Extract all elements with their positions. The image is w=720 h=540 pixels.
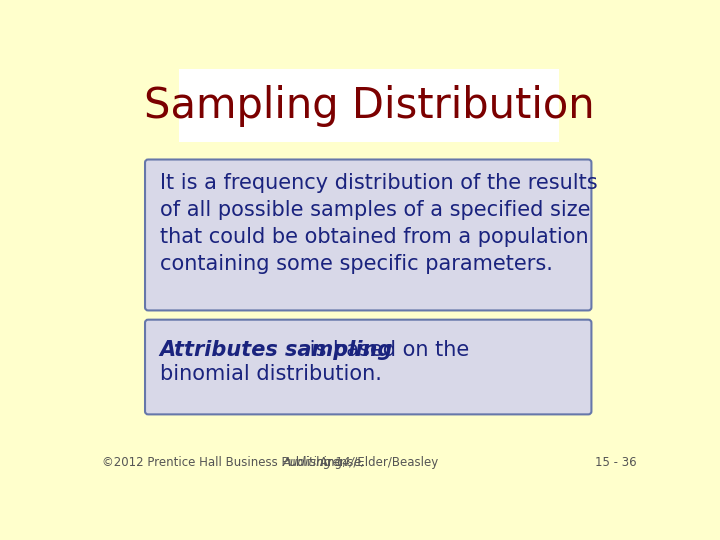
Text: is based on the: is based on the (303, 340, 469, 360)
Text: Sampling Distribution: Sampling Distribution (144, 85, 594, 126)
Text: Arens/Elder/Beasley: Arens/Elder/Beasley (316, 456, 438, 469)
Text: ©2012 Prentice Hall Business Publishing,: ©2012 Prentice Hall Business Publishing, (102, 456, 349, 469)
Text: Auditing 14/e,: Auditing 14/e, (282, 456, 365, 469)
FancyBboxPatch shape (145, 159, 591, 310)
Text: It is a frequency distribution of the results
of all possible samples of a speci: It is a frequency distribution of the re… (160, 173, 598, 274)
Text: 15 - 36: 15 - 36 (595, 456, 636, 469)
Text: Attributes sampling: Attributes sampling (160, 340, 393, 360)
FancyBboxPatch shape (179, 69, 559, 142)
FancyBboxPatch shape (145, 320, 591, 414)
Text: binomial distribution.: binomial distribution. (160, 363, 382, 383)
